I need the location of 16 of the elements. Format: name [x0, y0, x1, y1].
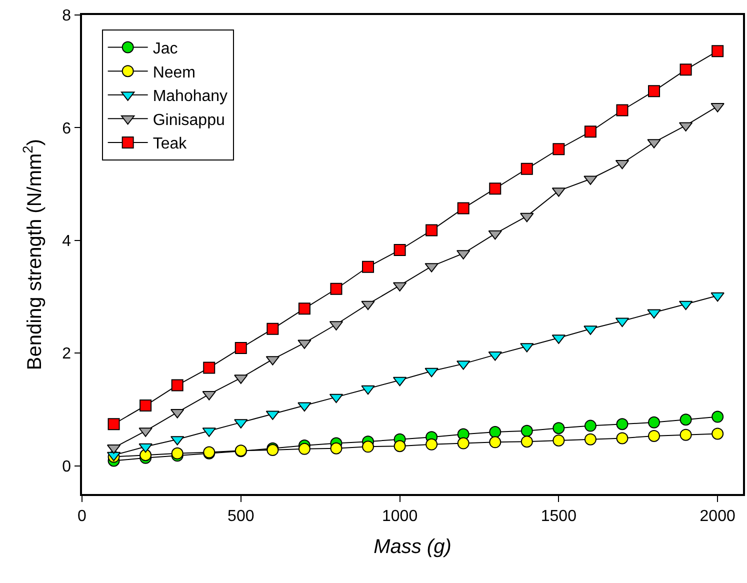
x-tick-label: 2000	[700, 508, 736, 525]
legend-label: Jac	[152, 40, 178, 58]
y-tick-label: 0	[62, 458, 72, 476]
legend-label: Teak	[152, 136, 188, 153]
y-tick-label: 4	[62, 233, 72, 250]
legend-label: Ginisappu	[152, 112, 225, 129]
x-tick-label: 500	[228, 508, 254, 525]
y-tick-label: 6	[62, 120, 72, 138]
legend-label: Neem	[152, 64, 196, 82]
y-tick-label: 8	[62, 8, 72, 25]
x-tick-label: 1000	[382, 508, 418, 525]
x-axis-title: Mass (g)	[374, 536, 452, 558]
x-tick-label: 0	[78, 508, 87, 525]
x-tick-label: 1500	[540, 508, 577, 525]
y-tick-label: 2	[62, 346, 72, 363]
legend-label: Mahohany	[152, 88, 228, 106]
